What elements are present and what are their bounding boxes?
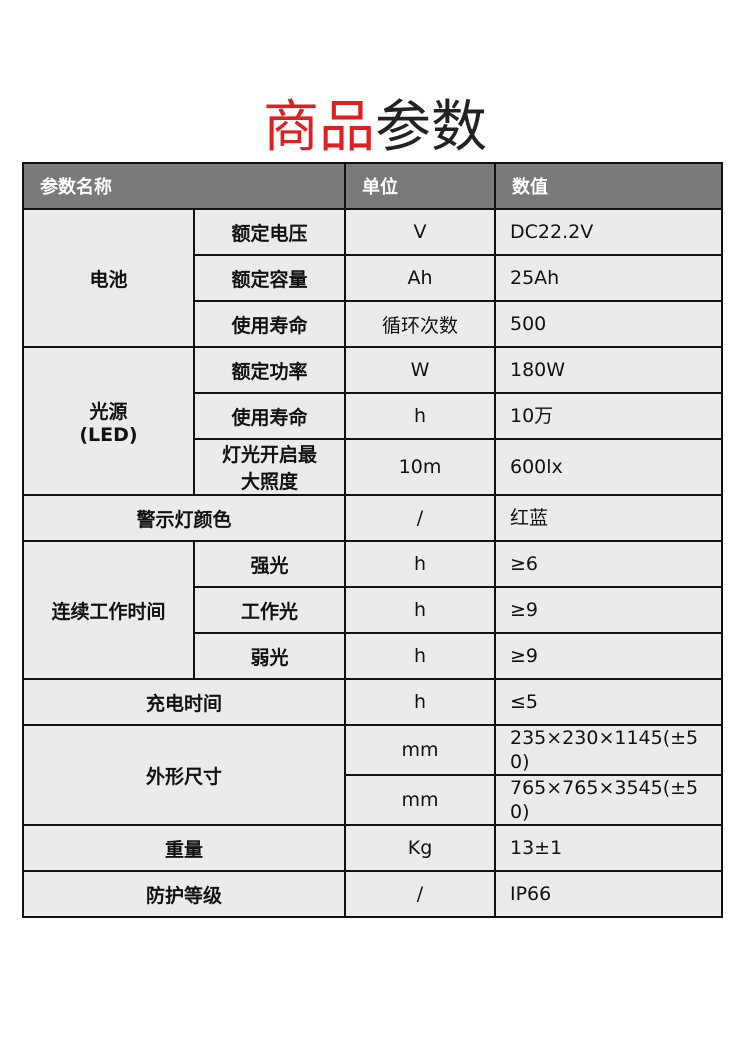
param-name: 强光 (193, 540, 346, 588)
param-value: 235×230×1145(±50) (494, 724, 723, 776)
page-title: 商品参数 (0, 93, 750, 163)
param-value: 765×765×3545(±50) (494, 774, 723, 826)
param-unit: h (344, 540, 496, 588)
param-name: 额定容量 (193, 254, 346, 302)
table-row: 灯光开启最大照度 10m 600lx (23, 438, 723, 496)
table-row: 重量 Kg 13±1 (22, 824, 723, 872)
group-label: 光源 (LED) (22, 346, 195, 496)
param-unit: mm (344, 724, 496, 776)
param-name: 外形尺寸 (22, 724, 346, 826)
param-name: 使用寿命 (193, 300, 346, 348)
param-value: 500 (494, 300, 723, 348)
param-value: 10万 (494, 392, 723, 440)
table-row: 弱光 h ≥9 (23, 632, 723, 680)
table-header: 参数名称 单位 数值 (22, 162, 723, 210)
param-value: IP66 (494, 870, 723, 918)
table-row: 额定容量 Ah 25Ah (23, 254, 723, 302)
table-row: 连续工作时间 强光 h ≥6 (22, 540, 723, 680)
table-row: 外形尺寸 mm 235×230×1145(±50) (22, 724, 723, 826)
param-value: ≥9 (494, 632, 723, 680)
param-value: 600lx (494, 438, 723, 496)
table-row: 电池 额定电压 V DC22.2V (22, 208, 723, 348)
table-row: 光源 (LED) 额定功率 W 180W (22, 346, 723, 496)
table-row: 工作光 h ≥9 (23, 586, 723, 634)
header-value: 数值 (494, 162, 723, 210)
param-name: 使用寿命 (193, 392, 346, 440)
param-value: ≤5 (494, 678, 723, 726)
title-dark: 参数 (375, 94, 487, 160)
title-red: 商品 (263, 94, 375, 160)
param-unit: h (344, 586, 496, 634)
param-unit: h (344, 678, 496, 726)
param-name: 防护等级 (22, 870, 346, 918)
table-row: 充电时间 h ≤5 (22, 678, 723, 726)
param-name: 额定电压 (193, 208, 346, 256)
param-unit: Ah (344, 254, 496, 302)
param-value: 25Ah (494, 254, 723, 302)
table-row: mm 765×765×3545(±50) (23, 774, 723, 826)
table-row: 使用寿命 h 10万 (23, 392, 723, 440)
param-value: 180W (494, 346, 723, 394)
table-row: 警示灯颜色 / 红蓝 (22, 494, 723, 542)
param-unit: h (344, 392, 496, 440)
header-unit: 单位 (344, 162, 496, 210)
table-row: 防护等级 / IP66 (22, 870, 723, 918)
param-name: 额定功率 (193, 346, 346, 394)
param-value: 红蓝 (494, 494, 723, 542)
table-row: 使用寿命 循环次数 500 (23, 300, 723, 348)
spec-table: 参数名称 单位 数值 电池 额定电压 V DC22.2V 额定容量 Ah 25Ah 使用寿命循… (22, 162, 723, 918)
param-name: 重量 (22, 824, 346, 872)
param-unit: Kg (344, 824, 496, 872)
param-unit: 10m (344, 438, 496, 496)
param-unit: / (344, 494, 496, 542)
param-value: ≥9 (494, 586, 723, 634)
param-value: ≥6 (494, 540, 723, 588)
param-name: 弱光 (193, 632, 346, 680)
param-name: 充电时间 (22, 678, 346, 726)
param-unit: 循环次数 (344, 300, 496, 348)
header-name: 参数名称 (22, 162, 346, 210)
param-value: DC22.2V (494, 208, 723, 256)
param-unit: mm (344, 774, 496, 826)
group-label: 连续工作时间 (22, 540, 195, 680)
param-unit: / (344, 870, 496, 918)
param-unit: W (344, 346, 496, 394)
param-name: 灯光开启最大照度 (193, 438, 346, 496)
param-name: 工作光 (193, 586, 346, 634)
param-unit: V (344, 208, 496, 256)
group-label: 电池 (22, 208, 195, 348)
param-value: 13±1 (494, 824, 723, 872)
param-unit: h (344, 632, 496, 680)
param-name: 警示灯颜色 (22, 494, 346, 542)
